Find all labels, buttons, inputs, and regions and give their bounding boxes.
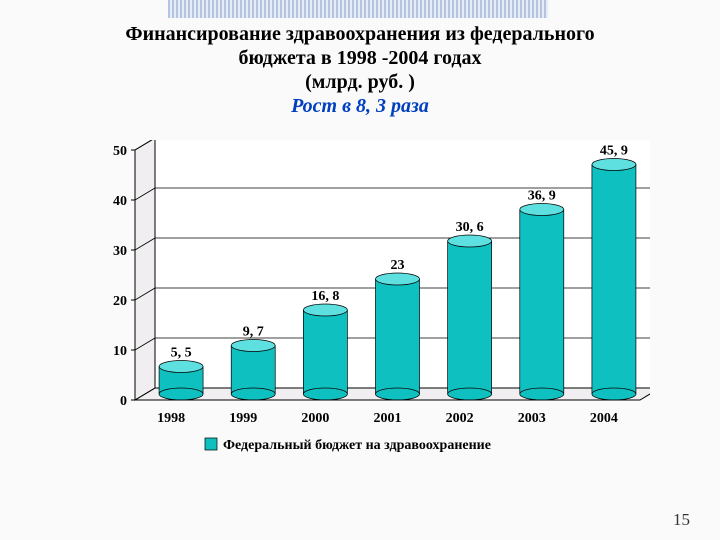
svg-text:1998: 1998 xyxy=(157,411,185,426)
svg-text:10: 10 xyxy=(113,344,127,359)
svg-text:30: 30 xyxy=(113,244,127,259)
svg-text:30, 6: 30, 6 xyxy=(456,220,484,235)
svg-text:Федеральный бюджет на здравоох: Федеральный бюджет на здравоохранение xyxy=(223,438,491,453)
svg-text:2001: 2001 xyxy=(374,411,402,426)
svg-text:2000: 2000 xyxy=(301,411,329,426)
slide: Финансирование здравоохранения из федера… xyxy=(0,0,720,540)
svg-text:50: 50 xyxy=(113,144,127,159)
svg-text:1999: 1999 xyxy=(229,411,257,426)
svg-text:16, 8: 16, 8 xyxy=(311,289,339,304)
svg-text:5, 5: 5, 5 xyxy=(171,346,192,361)
svg-text:23: 23 xyxy=(391,258,405,273)
title-line-2: бюджета в 1998 ‑2004 годах xyxy=(238,47,481,69)
subtitle: Рост в 8, 3 раза xyxy=(291,95,429,117)
svg-text:2003: 2003 xyxy=(518,411,546,426)
chart: 0 10 20 30 40 50 5, 5 1998 9, 7 1999 16, 8 2000 23 20… xyxy=(90,140,650,480)
svg-text:9, 7: 9, 7 xyxy=(243,325,264,340)
svg-text:45, 9: 45, 9 xyxy=(600,144,628,159)
chart-svg: 0 10 20 30 40 50 5, 5 1998 9, 7 1999 16, 8 2000 23 20… xyxy=(90,140,650,480)
svg-text:40: 40 xyxy=(113,194,127,209)
chart-title: Финансирование здравоохранения из федера… xyxy=(40,22,680,118)
title-line-1: Финансирование здравоохранения из федера… xyxy=(125,23,594,45)
svg-text:2004: 2004 xyxy=(590,411,618,426)
svg-text:2002: 2002 xyxy=(446,411,474,426)
svg-text:0: 0 xyxy=(120,394,127,409)
page-number: 15 xyxy=(673,510,690,530)
decorative-strip xyxy=(168,0,548,18)
svg-text:36, 9: 36, 9 xyxy=(528,189,556,204)
svg-text:20: 20 xyxy=(113,294,127,309)
title-line-3: (млрд. руб. ) xyxy=(305,71,415,93)
